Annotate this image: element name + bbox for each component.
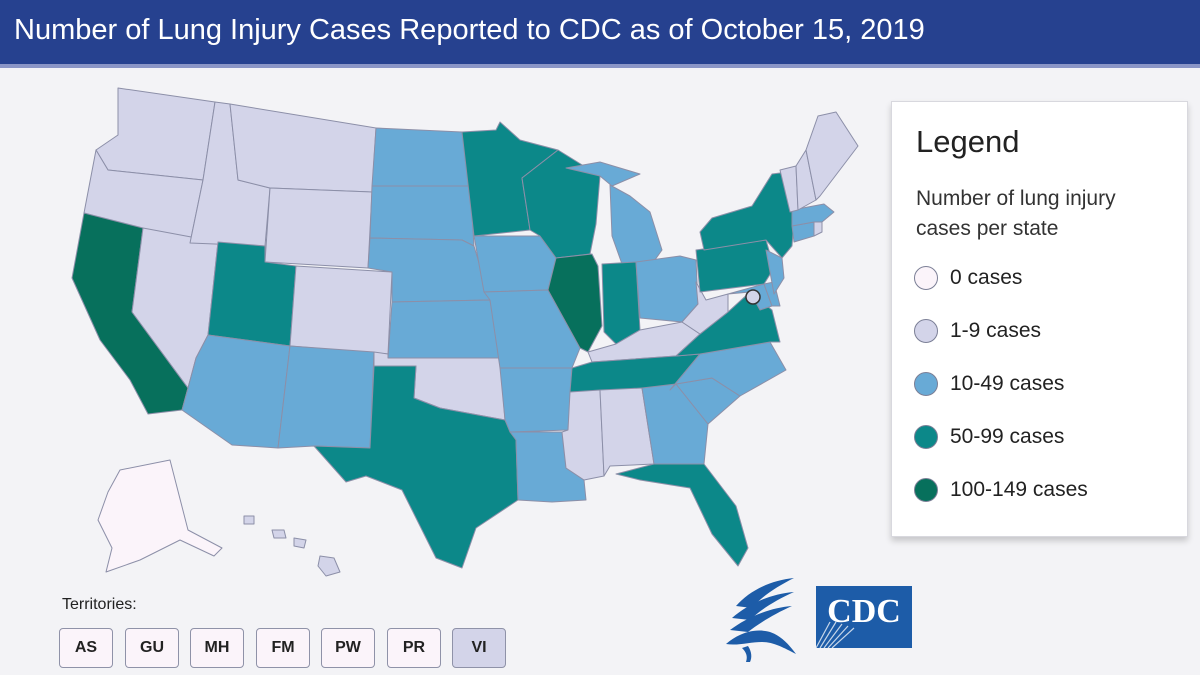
state-ME[interactable] (805, 111, 859, 201)
state-OH[interactable] (635, 255, 699, 323)
legend-subtitle: Number of lung injury cases per state (916, 187, 1116, 240)
page-title: Number of Lung Injury Cases Reported to … (14, 14, 925, 46)
state-NJ[interactable] (765, 249, 785, 295)
state-HI-3[interactable] (293, 537, 307, 549)
territory-button-pr[interactable]: PR (387, 628, 441, 668)
cdc-logo-text: CDC (827, 593, 901, 630)
state-AK[interactable] (97, 459, 223, 573)
state-IN[interactable] (601, 261, 641, 345)
state-MD[interactable] (727, 283, 773, 311)
state-WV[interactable] (681, 281, 729, 335)
legend-swatch (914, 319, 938, 343)
legend-swatch (914, 478, 938, 502)
hhs-eagle-icon (726, 578, 796, 662)
state-WA[interactable] (95, 87, 216, 181)
territory-button-pw[interactable]: PW (321, 628, 375, 668)
territory-button-mh[interactable]: MH (190, 628, 244, 668)
state-MI[interactable] (609, 184, 663, 265)
state-AR[interactable] (499, 367, 573, 433)
legend-label: 0 cases (950, 266, 1023, 289)
legend-label: 100-149 cases (950, 478, 1088, 501)
state-FL[interactable] (615, 463, 749, 567)
cdc-logo: CDC (816, 586, 912, 648)
legend-swatch (914, 266, 938, 290)
legend-item: 1-9 cases (914, 317, 1041, 345)
territories-label: Territories: (62, 596, 137, 613)
state-DE[interactable] (763, 281, 781, 307)
legend-label: 10-49 cases (950, 372, 1065, 395)
legend-item: 50-99 cases (914, 423, 1064, 451)
legend-item: 10-49 cases (914, 370, 1064, 398)
legend-swatch (914, 425, 938, 449)
state-CO[interactable] (289, 265, 393, 355)
state-TX[interactable] (313, 365, 519, 569)
state-IA[interactable] (473, 235, 557, 293)
legend-item: 100-149 cases (914, 476, 1088, 504)
territory-button-vi[interactable]: VI (452, 628, 506, 668)
territory-button-as[interactable]: AS (59, 628, 113, 668)
state-MA[interactable] (791, 203, 835, 227)
legend-swatch (914, 372, 938, 396)
legend-item: 0 cases (914, 264, 1022, 292)
header-bar: Number of Lung Injury Cases Reported to … (0, 0, 1200, 68)
legend-panel: Legend Number of lung injury cases per s… (891, 101, 1188, 537)
legend-label: 1-9 cases (950, 319, 1042, 342)
territory-button-fm[interactable]: FM (256, 628, 310, 668)
legend-label: 50-99 cases (950, 425, 1065, 448)
state-NM[interactable] (277, 345, 375, 449)
state-HI[interactable] (317, 555, 341, 577)
state-RI[interactable] (813, 221, 823, 237)
us-map (71, 87, 859, 577)
state-AL[interactable] (599, 387, 655, 477)
state-HI-4[interactable] (243, 515, 255, 525)
state-KS[interactable] (387, 299, 501, 359)
state-HI-2[interactable] (271, 529, 287, 539)
legend-title: Legend (916, 124, 1020, 159)
state-SD[interactable] (369, 185, 475, 247)
state-WY[interactable] (264, 187, 373, 269)
state-MT[interactable] (229, 103, 377, 193)
state-ND[interactable] (371, 127, 471, 187)
territory-button-gu[interactable]: GU (125, 628, 179, 668)
state-IL[interactable] (547, 253, 603, 353)
state-MI-UP[interactable] (565, 161, 641, 187)
state-DC-marker[interactable] (745, 289, 761, 305)
